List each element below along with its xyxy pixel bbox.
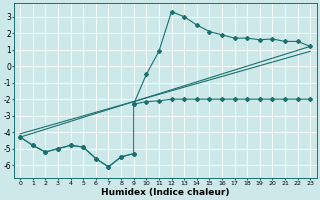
X-axis label: Humidex (Indice chaleur): Humidex (Indice chaleur) bbox=[101, 188, 229, 197]
